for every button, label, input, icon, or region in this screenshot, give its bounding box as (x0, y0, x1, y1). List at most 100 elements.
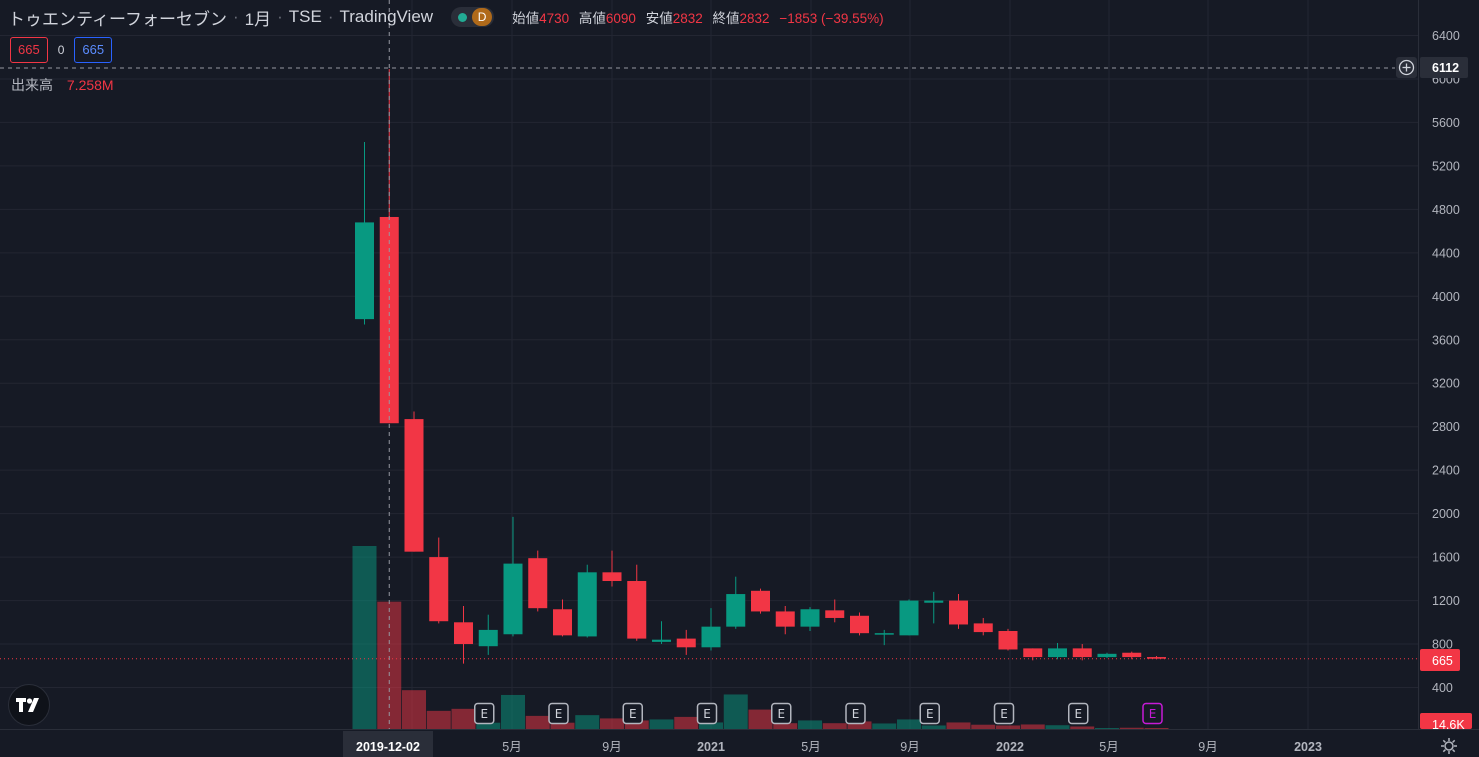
price-tick-label: 1600 (1432, 551, 1460, 565)
symbol-name[interactable]: トゥエンティーフォーセブン (8, 9, 227, 29)
low-label: 安値 (645, 11, 673, 26)
settings-gear-icon[interactable] (1440, 737, 1458, 755)
candle-series (355, 69, 1166, 664)
earnings-marker[interactable] (474, 702, 495, 725)
buy-button[interactable]: 665 (74, 37, 113, 63)
earnings-marker[interactable] (1068, 702, 1089, 725)
time-axis-bg (0, 729, 1479, 757)
separator-dot: · (277, 7, 283, 26)
time-tick-label: 2022 (996, 740, 1024, 754)
earnings-marker-label: E (1000, 707, 1008, 721)
time-tick-label: 5月 (1099, 740, 1118, 754)
candle-body (1122, 652, 1142, 658)
volume-bar (897, 719, 921, 729)
exchange-label: TSE (288, 7, 322, 26)
volume-bar (822, 723, 847, 729)
separator-dot: · (327, 7, 334, 26)
close-label: 終値 (712, 11, 740, 26)
volume-bar (1045, 725, 1070, 729)
candle-body (924, 600, 944, 603)
chart-header: トゥエンティーフォーセブン · 1月 · TSE · TradingView D… (8, 6, 890, 29)
volume-label[interactable]: 出来高 (11, 77, 53, 93)
candle-body (652, 639, 671, 642)
volume-bar (352, 546, 377, 729)
candle-body (454, 622, 473, 645)
crosshair-price-label: 6112 (1432, 61, 1459, 75)
separator-dot: · (232, 7, 239, 26)
earnings-marker-label: E (926, 707, 934, 721)
price-tick-label: 2400 (1432, 464, 1460, 478)
volume-bar (773, 723, 798, 729)
tradingview-logo-icon[interactable] (8, 684, 50, 726)
earnings-marker[interactable] (696, 702, 718, 725)
earnings-marker[interactable] (1142, 702, 1163, 725)
sell-button[interactable]: 665 (10, 37, 48, 63)
earnings-marker[interactable] (845, 702, 866, 725)
candle-body (676, 638, 696, 648)
price-tick-label: 2800 (1432, 420, 1460, 434)
time-tick-label: 2021 (697, 740, 725, 754)
candle-body (973, 623, 993, 633)
time-axis: 5月 9月 2021 5月 9月 2022 5月 9月 2023 2019-12-02 (0, 729, 1479, 757)
candle-body (577, 572, 597, 637)
market-open-dot-icon (458, 12, 468, 22)
candle-body (503, 563, 523, 635)
volume-bar (575, 715, 600, 729)
candle-body (404, 419, 424, 552)
earnings-marker[interactable] (919, 702, 940, 725)
candle-body (478, 629, 498, 647)
candle-body (355, 222, 374, 320)
volume-bar (550, 722, 575, 729)
candle-body (899, 600, 919, 636)
candle-body (775, 611, 795, 627)
crosshair-overlay (0, 0, 1418, 729)
open-label: 始値 (512, 11, 540, 26)
volume-bar (600, 718, 624, 729)
volume-bar (872, 723, 897, 729)
earnings-marker-label: E (703, 707, 711, 721)
volume-bar (649, 719, 674, 729)
earnings-marker[interactable] (993, 702, 1015, 725)
candle-body (1097, 653, 1117, 658)
volume-bar (674, 716, 699, 729)
delayed-data-badge: D (472, 8, 493, 26)
candle-body (998, 630, 1018, 650)
last-price-label: 665 (1432, 654, 1453, 668)
candle-body (726, 594, 746, 627)
earnings-marker[interactable] (622, 702, 643, 725)
earnings-marker-label: E (480, 707, 488, 721)
volume-legend: 出来高 7.258M (11, 75, 114, 95)
candle-body (949, 600, 968, 625)
earnings-marker-label: E (777, 707, 785, 721)
volume-bar (501, 694, 525, 729)
crosshair-date-tag (343, 731, 433, 757)
volume-bar (971, 724, 996, 729)
plus-circle-icon (1398, 59, 1415, 76)
volume-bar (1144, 728, 1169, 729)
volume-bar (699, 722, 723, 729)
market-status-pill[interactable]: D (451, 7, 495, 27)
time-tick-label: 2023 (1294, 740, 1322, 754)
earnings-marker[interactable] (548, 702, 569, 725)
price-tick-label: 4000 (1432, 290, 1460, 304)
volume-bar (624, 720, 649, 729)
volume-value: 7.258M (66, 77, 114, 93)
high-value: 6090 (605, 11, 636, 26)
price-tick-label: 400 (1432, 681, 1453, 695)
price-tick-label: 5600 (1432, 116, 1460, 130)
order-bar: 665 0 665 (10, 37, 113, 63)
candle-body (825, 610, 845, 618)
last-price-tag (1420, 649, 1460, 671)
volume-bar (723, 694, 748, 729)
platform-label: TradingView (339, 7, 434, 26)
close-value: 2832 (739, 11, 770, 26)
candle-body (701, 626, 721, 648)
candle-body (1072, 648, 1092, 658)
time-tick-label: 5月 (502, 740, 521, 754)
candle-body (874, 633, 894, 635)
volume-bar (1119, 727, 1144, 729)
earnings-marker[interactable] (771, 702, 792, 725)
interval-label[interactable]: 1月 (244, 9, 272, 29)
time-tick-label: 5月 (801, 740, 820, 754)
